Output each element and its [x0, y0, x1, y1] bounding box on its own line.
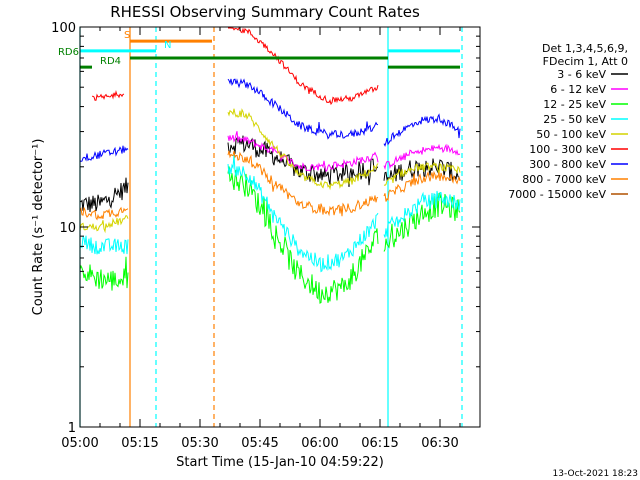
series-trace: [79, 235, 129, 255]
series-12-25-kev: [79, 166, 461, 304]
x-tick-label: 06:15: [361, 436, 398, 451]
x-axis-label: Start Time (15-Jan-10 04:59:22): [176, 455, 384, 470]
series-800-7000-kev: [79, 150, 461, 221]
legend-label: 3 - 6 keV: [557, 68, 606, 81]
series-trace: [383, 162, 461, 186]
legend-label: 12 - 25 keV: [543, 98, 606, 111]
legend-header: FDecim 1, Att 0: [543, 55, 628, 68]
series-trace: [383, 170, 461, 202]
chart-title: RHESSI Observing Summary Count Rates: [110, 3, 420, 21]
flag-label: S: [124, 30, 130, 41]
legend-label: 25 - 50 keV: [543, 113, 606, 126]
x-tick-label: 06:30: [421, 436, 458, 451]
series-trace: [227, 166, 379, 304]
x-tick-label: 06:00: [301, 436, 338, 451]
series-3-6-kev: [79, 135, 461, 213]
x-tick-label: 05:00: [61, 436, 98, 451]
series-trace: [383, 190, 461, 238]
series-trace: [227, 135, 379, 188]
series-25-50-kev: [79, 154, 461, 273]
series-trace: [228, 27, 379, 106]
series-trace: [227, 131, 379, 173]
series-trace: [227, 154, 379, 273]
series-trace: [79, 256, 129, 291]
legend-label: 50 - 100 keV: [536, 128, 606, 141]
y-tick-label: 100: [51, 21, 76, 36]
y-axis-label: Count Rate (s⁻¹ detector⁻¹): [31, 139, 46, 316]
series-trace: [79, 206, 129, 221]
flag-label: RD4: [100, 56, 121, 67]
axes: 05:00 05:15 05:30 05:45 06:00 06:15 06:30 1 10 10…: [51, 21, 481, 451]
series-trace: [383, 192, 461, 252]
legend-label: 800 - 7000 keV: [522, 173, 606, 186]
legend-label: 7000 - 15000 keV: [508, 188, 606, 201]
legend-label: 100 - 300 keV: [529, 143, 606, 156]
series-trace: [227, 150, 379, 217]
series-100-300-kev: [91, 27, 379, 106]
y-tick-label: 1: [68, 421, 76, 436]
plot-area: S N RD6 RD4: [58, 27, 463, 427]
series-trace: [383, 158, 461, 182]
x-tick-label: 05:15: [121, 436, 158, 451]
series-trace: [383, 143, 461, 171]
legend-header: Det 1,3,4,5,6,9,: [542, 42, 628, 55]
legend-label: 6 - 12 keV: [550, 83, 606, 96]
series-6-12-kev: [227, 131, 461, 173]
flag-label: N: [164, 40, 171, 51]
series-trace: [227, 108, 379, 191]
series-trace: [79, 145, 129, 162]
x-tick-label: 05:45: [241, 436, 278, 451]
footer-timestamp: 13-Oct-2021 18:23: [553, 469, 638, 479]
legend: Det 1,3,4,5,6,9,FDecim 1, Att 03 - 6 keV…: [508, 42, 628, 201]
x-tick-label: 05:30: [181, 436, 218, 451]
series-trace: [383, 113, 461, 147]
series-trace: [79, 177, 129, 213]
series-trace: [91, 90, 125, 101]
y-tick-label: 10: [59, 221, 76, 236]
flag-label: RD6: [58, 47, 79, 58]
legend-label: 300 - 800 keV: [529, 158, 606, 171]
series-trace: [227, 78, 379, 140]
series-300-800-kev: [79, 78, 461, 162]
